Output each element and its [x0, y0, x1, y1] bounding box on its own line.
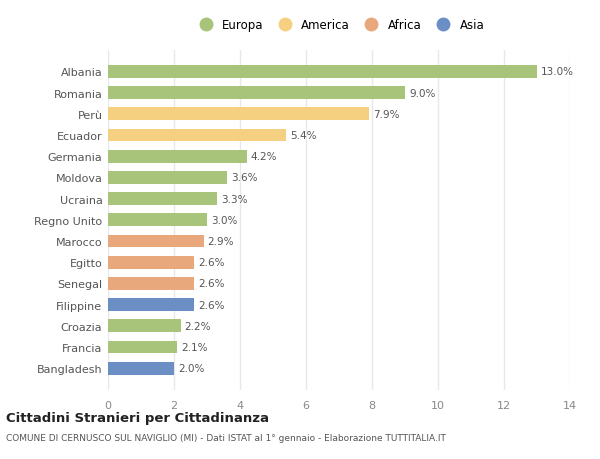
Text: 9.0%: 9.0%: [409, 89, 436, 98]
Text: 2.9%: 2.9%: [208, 236, 234, 246]
Text: 2.6%: 2.6%: [198, 300, 224, 310]
Text: 2.6%: 2.6%: [198, 279, 224, 289]
Text: COMUNE DI CERNUSCO SUL NAVIGLIO (MI) - Dati ISTAT al 1° gennaio - Elaborazione T: COMUNE DI CERNUSCO SUL NAVIGLIO (MI) - D…: [6, 433, 446, 442]
Bar: [108, 256, 194, 269]
Text: 2.0%: 2.0%: [178, 364, 205, 373]
Bar: [108, 151, 247, 163]
Bar: [108, 172, 227, 185]
Bar: [108, 108, 368, 121]
Text: 3.6%: 3.6%: [231, 173, 257, 183]
Text: 2.1%: 2.1%: [181, 342, 208, 352]
Bar: [108, 66, 537, 78]
Bar: [108, 320, 181, 332]
Bar: [108, 362, 174, 375]
Bar: [108, 214, 207, 227]
Text: 3.3%: 3.3%: [221, 194, 247, 204]
Text: 7.9%: 7.9%: [373, 110, 399, 119]
Bar: [108, 298, 194, 311]
Bar: [108, 87, 405, 100]
Text: 2.6%: 2.6%: [198, 257, 224, 268]
Legend: Europa, America, Africa, Asia: Europa, America, Africa, Asia: [190, 16, 488, 36]
Text: Cittadini Stranieri per Cittadinanza: Cittadini Stranieri per Cittadinanza: [6, 411, 269, 425]
Text: 13.0%: 13.0%: [541, 67, 574, 77]
Bar: [108, 277, 194, 290]
Text: 4.2%: 4.2%: [251, 152, 277, 162]
Bar: [108, 193, 217, 206]
Text: 3.0%: 3.0%: [211, 215, 238, 225]
Text: 5.4%: 5.4%: [290, 131, 317, 141]
Bar: [108, 235, 204, 248]
Text: 2.2%: 2.2%: [185, 321, 211, 331]
Bar: [108, 129, 286, 142]
Bar: [108, 341, 178, 353]
